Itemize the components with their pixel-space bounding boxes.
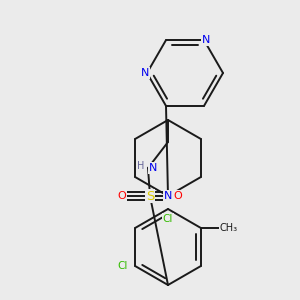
Text: N: N xyxy=(164,191,172,201)
Text: O: O xyxy=(174,191,182,201)
Text: CH₃: CH₃ xyxy=(220,223,238,233)
Text: S: S xyxy=(146,190,154,202)
Text: N: N xyxy=(202,35,210,45)
Text: N: N xyxy=(149,163,157,173)
Text: O: O xyxy=(118,191,126,201)
Text: Cl: Cl xyxy=(117,261,127,271)
Text: H: H xyxy=(137,161,145,171)
Text: Cl: Cl xyxy=(163,214,173,224)
Text: N: N xyxy=(141,68,149,78)
